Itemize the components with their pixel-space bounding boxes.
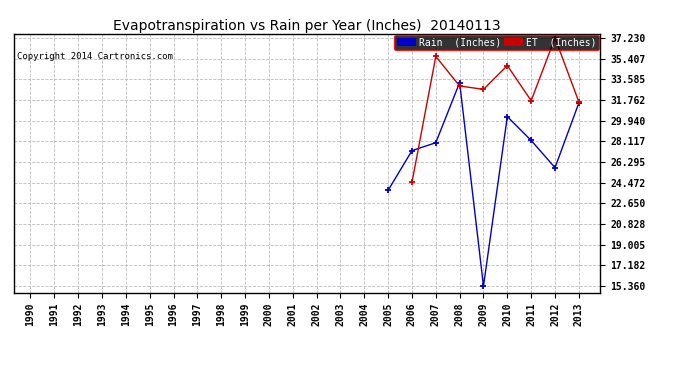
Title: Evapotranspiration vs Rain per Year (Inches)  20140113: Evapotranspiration vs Rain per Year (Inc…: [113, 19, 501, 33]
Legend: Rain  (Inches), ET  (Inches): Rain (Inches), ET (Inches): [394, 35, 600, 50]
Text: Copyright 2014 Cartronics.com: Copyright 2014 Cartronics.com: [17, 52, 172, 61]
